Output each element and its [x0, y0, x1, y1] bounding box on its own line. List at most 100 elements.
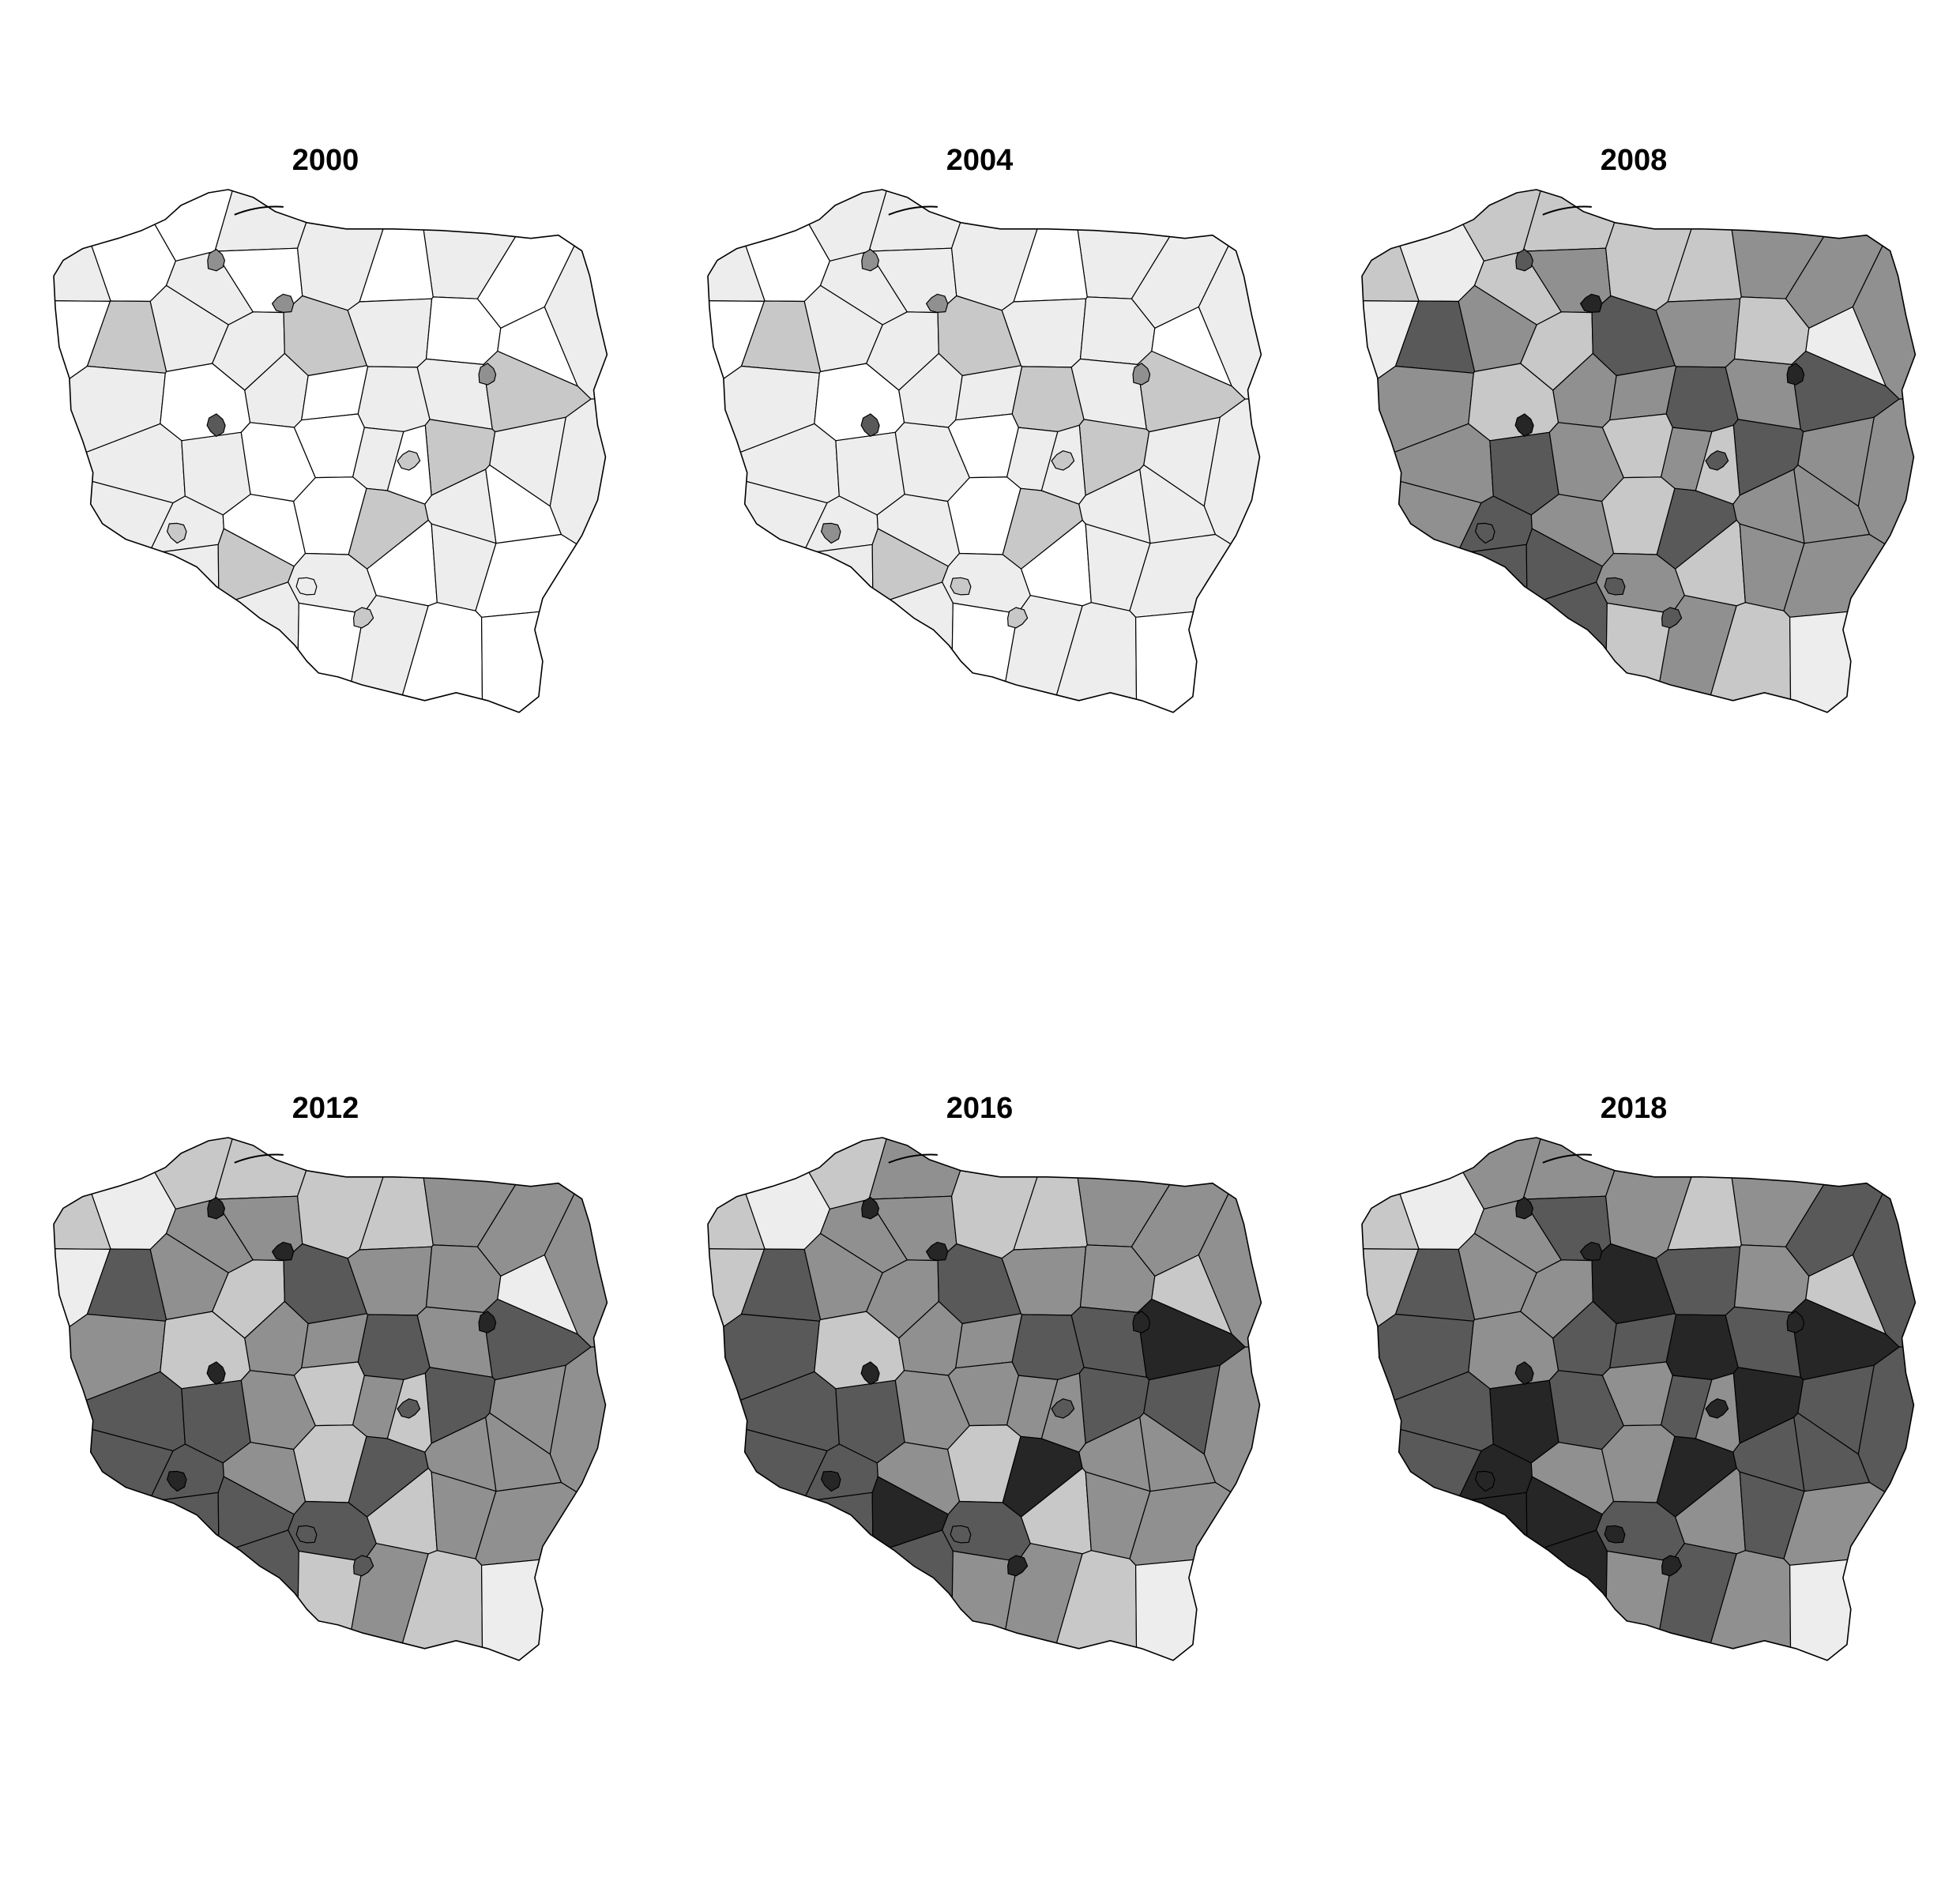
county-region — [708, 1416, 828, 1612]
city-region — [167, 1470, 187, 1492]
city-region — [353, 1555, 374, 1577]
city-region — [295, 577, 318, 596]
county-region — [128, 1529, 299, 1661]
city-region — [1475, 1470, 1495, 1492]
hel-peninsula — [888, 205, 938, 216]
city-region — [926, 293, 949, 313]
city-region — [397, 450, 421, 471]
county-region — [475, 1481, 608, 1566]
city-region — [1132, 363, 1151, 386]
city-region — [1051, 450, 1075, 471]
city-region — [1604, 577, 1626, 596]
county-region — [1362, 544, 1528, 713]
city-region — [206, 1361, 226, 1385]
county-region — [1436, 1529, 1608, 1661]
city-region — [821, 1470, 841, 1492]
hel-peninsula — [888, 1153, 938, 1164]
county-region — [782, 581, 954, 713]
city-region — [926, 1241, 949, 1261]
hel-peninsula — [1542, 1153, 1592, 1164]
county-region — [128, 581, 299, 713]
city-region — [861, 249, 879, 272]
city-region — [1786, 363, 1805, 386]
panel-title: 2016 — [946, 1092, 1014, 1125]
city-region — [1661, 1555, 1683, 1577]
city-region — [206, 413, 226, 437]
panel-title: 2012 — [292, 1092, 359, 1125]
city-region — [272, 1241, 295, 1261]
city-region — [1705, 1398, 1729, 1419]
city-region — [1786, 1311, 1805, 1334]
map-panel: 2004 — [707, 144, 1262, 713]
country-outline — [707, 1137, 1262, 1661]
city-region — [821, 522, 841, 544]
city-region — [207, 249, 225, 272]
country-outline — [53, 1137, 608, 1661]
county-region — [54, 544, 220, 713]
city-region — [1051, 1398, 1075, 1419]
county-region — [54, 468, 174, 664]
country-outline — [1361, 189, 1917, 713]
city-region — [1475, 522, 1495, 544]
panel-title: 2000 — [292, 144, 359, 177]
city-region — [272, 293, 295, 313]
city-region — [1514, 413, 1534, 437]
county-region — [54, 1416, 174, 1612]
county-regions — [708, 190, 1262, 713]
city-region — [1514, 1361, 1534, 1385]
county-region — [1129, 533, 1262, 618]
county-region — [1362, 468, 1482, 664]
county-regions — [54, 190, 608, 713]
city-region — [1705, 450, 1729, 471]
county-region — [1783, 1481, 1916, 1566]
county-regions — [1362, 1138, 1916, 1661]
county-region — [1129, 1481, 1262, 1566]
city-region — [1515, 249, 1533, 272]
city-region — [1007, 607, 1029, 629]
country-outline — [707, 189, 1262, 713]
country-outline — [53, 189, 608, 713]
city-region — [860, 1361, 880, 1385]
hel-peninsula — [234, 205, 284, 216]
panel-title: 2008 — [1601, 144, 1668, 177]
city-region — [1515, 1197, 1533, 1220]
county-region — [1783, 533, 1916, 618]
county-regions — [1362, 190, 1916, 713]
county-region — [54, 1492, 220, 1661]
city-region — [950, 577, 972, 596]
city-region — [1661, 607, 1683, 629]
county-region — [782, 1529, 954, 1661]
city-region — [1604, 1525, 1626, 1544]
city-region — [167, 522, 187, 544]
city-region — [950, 1525, 972, 1544]
city-region — [397, 1398, 421, 1419]
county-region — [1362, 1416, 1482, 1612]
county-region — [708, 1492, 874, 1661]
city-region — [1132, 1311, 1151, 1334]
county-regions — [54, 1138, 608, 1661]
county-region — [475, 533, 608, 618]
city-region — [1007, 1555, 1029, 1577]
city-region — [1580, 1241, 1603, 1261]
county-region — [708, 468, 828, 664]
city-region — [478, 363, 497, 386]
city-region — [478, 1311, 497, 1334]
county-region — [1362, 1492, 1528, 1661]
county-regions — [708, 1138, 1262, 1661]
city-region — [353, 607, 374, 629]
country-outline — [1361, 1137, 1917, 1661]
county-region — [708, 544, 874, 713]
city-region — [860, 413, 880, 437]
city-region — [207, 1197, 225, 1220]
panel-title: 2004 — [946, 144, 1014, 177]
map-panel: 2016 — [707, 1092, 1262, 1661]
hel-peninsula — [1542, 205, 1592, 216]
city-region — [295, 1525, 318, 1544]
city-region — [1580, 293, 1603, 313]
city-region — [861, 1197, 879, 1220]
county-region — [1436, 581, 1608, 713]
map-panel: 2018 — [1361, 1092, 1917, 1661]
panel-title: 2018 — [1601, 1092, 1668, 1125]
hel-peninsula — [234, 1153, 284, 1164]
